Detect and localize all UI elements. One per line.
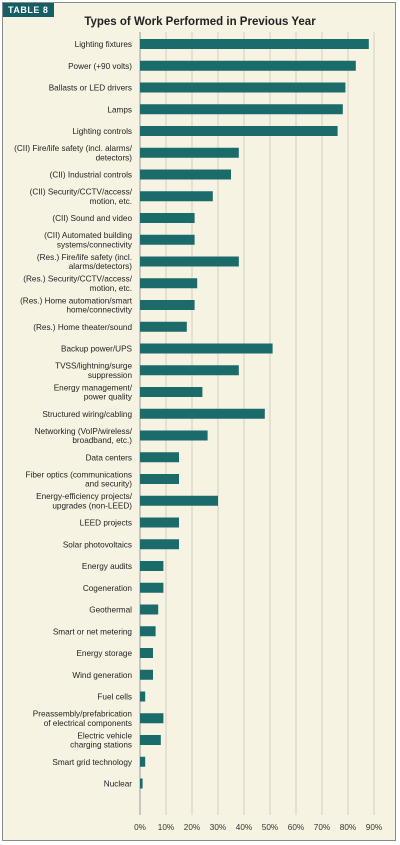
category-label: Lamps — [107, 105, 132, 114]
category-label: Structured wiring/cabling — [42, 410, 132, 419]
category-label: Solar photovoltaics — [63, 540, 132, 549]
bar — [140, 430, 208, 441]
bar — [140, 408, 265, 419]
category-label: (Res.) Security/CCTV/access/motion, etc. — [23, 275, 132, 293]
category-label: LEED projects — [80, 519, 132, 528]
category-label: Energy-efficiency projects/upgrades (non… — [36, 492, 133, 510]
category-label: Data centers — [86, 453, 132, 462]
bar — [140, 735, 161, 745]
x-tick-label: 60% — [288, 823, 304, 832]
bar — [140, 387, 203, 397]
bar — [140, 626, 156, 637]
category-label: Smart or net metering — [53, 627, 133, 636]
bar — [140, 756, 146, 767]
x-tick-label: 80% — [340, 823, 356, 832]
category-label: (Res.) Fire/life safety (incl. alarms/det… — [37, 253, 132, 271]
bar — [140, 321, 187, 332]
category-label: Fuel cells — [97, 693, 132, 702]
bar — [140, 147, 239, 158]
category-label: Lighting fixtures — [75, 40, 132, 49]
x-tick-label: 10% — [158, 823, 174, 832]
bar — [140, 495, 218, 506]
category-label: (CII) Security/CCTV/access/motion, etc. — [30, 188, 133, 206]
category-label: Networking (VoIP/wireless/broadband, etc… — [35, 427, 133, 445]
bar — [140, 517, 179, 528]
bar — [140, 234, 195, 245]
bar — [140, 104, 343, 115]
category-label: Lighting controls — [72, 127, 132, 136]
category-label: Energy storage — [76, 649, 132, 658]
x-tick-label: 70% — [314, 823, 330, 832]
bar — [140, 365, 239, 376]
bar — [140, 604, 159, 615]
category-label: Electric vehicle charging stations — [70, 731, 132, 749]
category-label: (Res.) Home theater/sound — [33, 323, 132, 332]
bar — [140, 169, 231, 180]
bar — [140, 82, 346, 93]
bar — [140, 300, 195, 310]
bar — [140, 778, 143, 789]
x-tick-label: 90% — [366, 823, 382, 832]
bar — [140, 691, 146, 702]
bar — [140, 60, 356, 71]
category-label: Backup power/UPS — [61, 345, 133, 354]
chart-title: Types of Work Performed in Previous Year — [84, 16, 316, 28]
category-label: Nuclear — [104, 780, 132, 789]
category-label: Fiber optics (communications and security… — [26, 470, 133, 488]
bar — [140, 669, 153, 680]
x-tick-label: 40% — [236, 823, 252, 832]
category-label: (Res.) Home automation/smart home/connect… — [20, 296, 133, 314]
category-label: Geothermal — [89, 606, 132, 615]
category-label: Preassembly/prefabrication of electrical … — [33, 710, 133, 728]
chart-frame: TABLE 8 Types of Work Performed in Previ… — [2, 2, 396, 841]
category-label: Smart grid technology — [52, 758, 133, 767]
category-label: Power (+90 volts) — [68, 62, 132, 71]
category-label: Ballasts or LED drivers — [49, 84, 132, 93]
x-tick-label: 0% — [134, 823, 146, 832]
bar — [140, 539, 179, 550]
category-label: (CII) Fire/life safety (incl. alarms/det… — [14, 144, 133, 162]
bar — [140, 39, 369, 49]
category-label: Cogeneration — [83, 584, 133, 593]
category-label: Energy audits — [82, 562, 132, 571]
category-label: TVSS/lightning/surge suppression — [55, 362, 132, 380]
bar — [140, 126, 338, 136]
bar — [140, 561, 164, 571]
bar — [140, 256, 239, 267]
x-tick-label: 30% — [210, 823, 226, 832]
bar — [140, 474, 179, 484]
category-label: (CII) Automated building systems/connecti… — [44, 231, 133, 249]
bar — [140, 713, 164, 724]
bar — [140, 582, 164, 593]
x-tick-label: 20% — [184, 823, 200, 832]
table-label: TABLE 8 — [3, 3, 55, 17]
category-label: Wind generation — [72, 671, 132, 680]
category-label: Energy management/power quality — [54, 383, 133, 401]
category-label: (CII) Sound and video — [52, 214, 132, 223]
bar — [140, 452, 179, 463]
bar — [140, 191, 213, 202]
bar — [140, 343, 273, 354]
bar — [140, 278, 198, 289]
bar — [140, 648, 153, 658]
bar — [140, 213, 195, 223]
category-label: (CII) Industrial controls — [50, 171, 132, 180]
x-tick-label: 50% — [262, 823, 278, 832]
